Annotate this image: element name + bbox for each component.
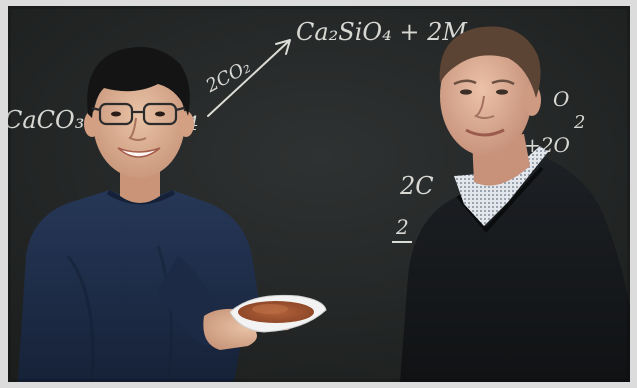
chalk-label-left: CaCO₃ — [8, 106, 84, 134]
chalk-right-fragment-1: O — [553, 87, 569, 111]
right-face — [440, 36, 532, 156]
left-smile — [117, 147, 161, 158]
left-sweater — [18, 190, 260, 382]
photo-scene: Ca₂SiO₄ + 2M CaCO₃ 2CO₂ 4 O 2 +2O 2C 2 — [8, 6, 630, 382]
right-smile — [465, 128, 505, 137]
chalk-right-fragment-2: 2 — [573, 112, 585, 133]
glasses — [91, 102, 185, 126]
right-hair — [439, 26, 541, 98]
dish-with-powder — [229, 294, 327, 333]
right-sweater — [400, 156, 630, 382]
photograph: Ca₂SiO₄ + 2M CaCO₃ 2CO₂ 4 O 2 +2O 2C 2 — [8, 6, 630, 382]
chalk-equation-top: Ca₂SiO₄ + 2M — [296, 18, 468, 46]
person-left — [18, 47, 293, 382]
left-face — [93, 66, 185, 178]
chalk-right-fragment-3: +2O — [524, 133, 570, 157]
chalk-right-fragment-4: 2C — [399, 172, 434, 200]
chalk-right-fragment-5: 2 — [395, 215, 409, 239]
chalk-arrow — [207, 39, 291, 117]
person-right — [400, 26, 630, 382]
left-hair — [87, 47, 190, 118]
